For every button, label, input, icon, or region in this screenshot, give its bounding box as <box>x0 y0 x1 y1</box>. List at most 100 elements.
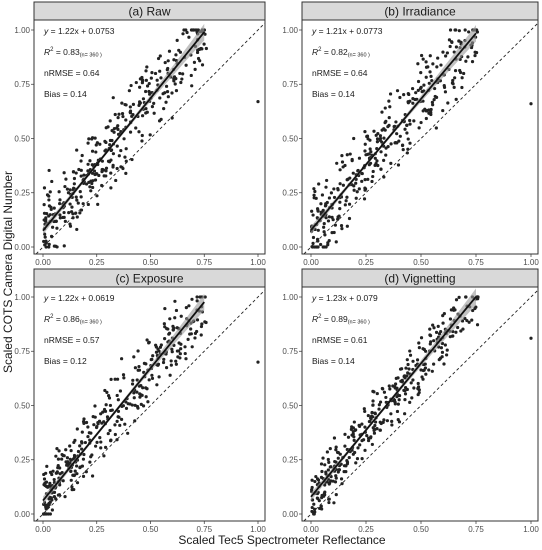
sample-size: (n= 360 ) <box>80 320 102 326</box>
data-point <box>406 362 410 367</box>
data-point <box>452 85 456 89</box>
data-point <box>365 134 369 139</box>
data-point <box>144 395 148 399</box>
data-point <box>55 226 59 230</box>
data-point <box>412 386 416 390</box>
data-point <box>199 333 203 337</box>
data-point <box>319 242 323 247</box>
data-point <box>333 223 337 227</box>
data-point <box>313 189 317 194</box>
data-point <box>115 377 120 381</box>
data-point <box>403 392 408 396</box>
data-point <box>158 96 162 100</box>
data-point <box>453 308 457 312</box>
data-point <box>121 114 125 119</box>
data-point <box>140 393 144 397</box>
data-point <box>363 129 367 134</box>
one-to-one-line <box>303 22 538 254</box>
data-point <box>454 45 459 49</box>
data-point <box>398 95 402 100</box>
data-point <box>167 49 172 53</box>
data-point <box>150 105 155 109</box>
data-point <box>71 457 76 461</box>
data-point <box>372 431 377 435</box>
y-tick-label: 0.25 <box>282 189 298 198</box>
data-point <box>412 119 416 123</box>
data-point <box>169 359 173 363</box>
data-point <box>456 325 460 330</box>
data-point <box>145 387 149 391</box>
data-point <box>423 366 428 370</box>
r-squared-value: 0.83 <box>63 47 80 57</box>
data-point <box>45 212 49 216</box>
r-squared-equals: = <box>321 47 331 57</box>
data-point <box>128 130 133 134</box>
data-point <box>371 403 375 407</box>
data-point <box>79 195 83 199</box>
data-point <box>190 297 194 301</box>
data-point <box>103 139 107 143</box>
data-point <box>146 400 150 404</box>
data-point <box>320 469 324 474</box>
data-point <box>52 244 56 248</box>
data-point <box>79 168 83 172</box>
data-point <box>124 171 128 175</box>
data-point <box>405 387 409 392</box>
x-axis-title: Scaled Tec5 Spectrometer Reflectance <box>178 533 386 547</box>
data-point <box>42 477 47 481</box>
data-point <box>104 403 108 407</box>
data-point <box>457 39 461 43</box>
data-point <box>417 346 421 350</box>
data-point <box>371 169 375 174</box>
data-point <box>322 494 326 498</box>
data-point <box>64 448 68 452</box>
x-tick-label: 0.00 <box>303 525 319 534</box>
data-point <box>86 434 90 439</box>
data-point <box>138 392 142 396</box>
data-point <box>187 304 191 308</box>
data-point <box>52 495 57 499</box>
data-point <box>363 448 367 452</box>
data-point <box>461 327 465 331</box>
data-point <box>104 174 108 178</box>
data-point <box>393 141 397 145</box>
data-point <box>62 244 66 248</box>
data-point <box>314 474 318 479</box>
panel-2: (b) Irradiance 0.00 0.00 0.25 0.25 0.50 0.50 0.… <box>282 1 539 267</box>
data-point <box>111 152 116 156</box>
data-point <box>314 196 318 200</box>
data-point <box>130 382 135 386</box>
outlier-point <box>256 360 260 364</box>
data-point <box>172 79 176 83</box>
data-point <box>406 147 410 151</box>
data-point <box>84 420 89 425</box>
data-point <box>66 191 71 195</box>
data-point <box>451 334 455 338</box>
y-tick-label: 1.00 <box>282 293 298 302</box>
data-point <box>140 139 144 143</box>
data-point <box>97 419 102 423</box>
data-point <box>103 388 107 393</box>
data-point <box>68 457 72 461</box>
data-point <box>204 46 208 51</box>
outlier-point <box>529 102 533 106</box>
data-point <box>363 142 367 146</box>
data-point <box>371 415 375 419</box>
data-point <box>336 186 340 191</box>
data-point <box>135 404 140 409</box>
data-point <box>380 110 384 114</box>
y-tick-label: 0.75 <box>282 347 298 356</box>
data-point <box>43 235 47 239</box>
data-point <box>441 321 445 325</box>
data-point <box>88 460 92 464</box>
data-point <box>338 207 342 211</box>
regression-line <box>310 32 477 231</box>
data-point <box>148 133 152 137</box>
data-point <box>432 362 436 366</box>
data-point <box>393 400 397 404</box>
x-tick-label: 0.25 <box>358 258 374 267</box>
x-tick-label: 0.00 <box>35 525 51 534</box>
data-point <box>74 171 78 175</box>
data-point <box>93 136 97 140</box>
data-point <box>428 54 432 58</box>
